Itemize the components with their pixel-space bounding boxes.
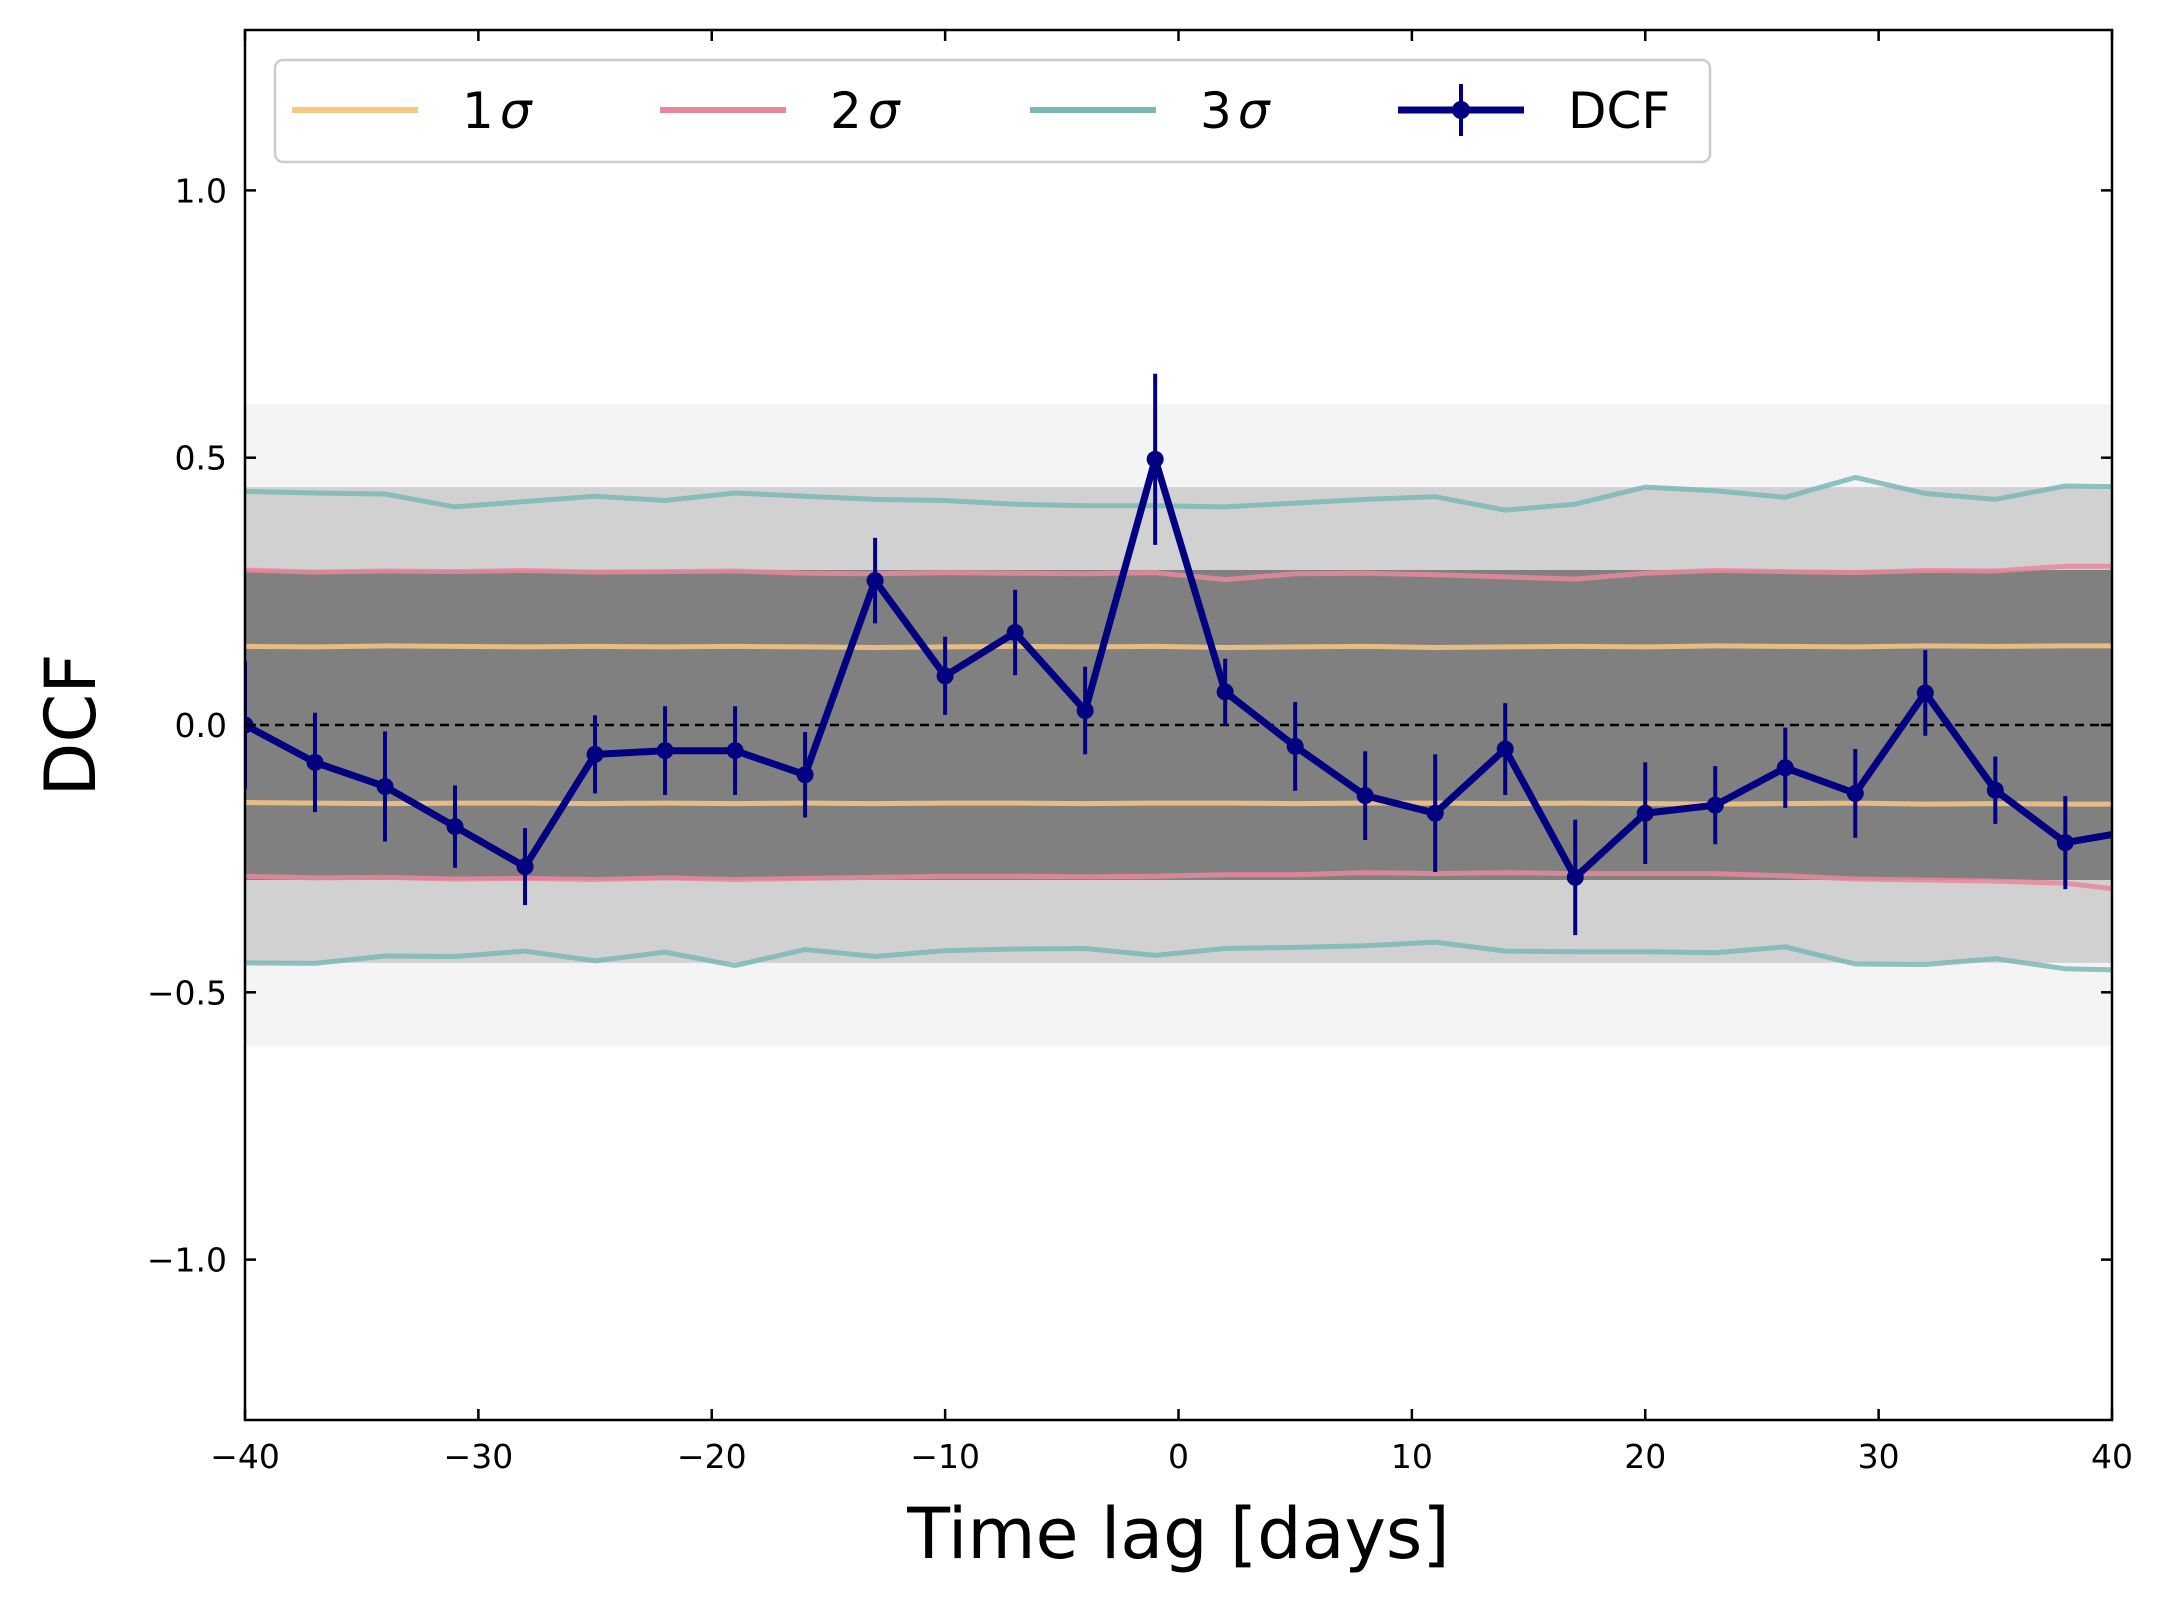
legend-box (273, 58, 1712, 164)
sigma-3-upper-line (245, 474, 2112, 513)
y-tick-label: −1.0 (147, 1241, 227, 1280)
dcf-point (1776, 759, 1794, 777)
x-tick-label: −40 (210, 1437, 280, 1476)
dcf-point (1636, 804, 1654, 822)
sigma-3-lower-line (245, 939, 2112, 973)
dcf-point (936, 667, 954, 685)
dcf-point (1566, 868, 1584, 886)
dcf-point (2056, 834, 2074, 852)
legend-label-number: 3 (1200, 82, 1232, 140)
dcf-point (1006, 624, 1024, 642)
legend-label-sigma-symbol: σ (1238, 82, 1271, 140)
y-axis-label: DCF (30, 653, 112, 796)
dcf-point (306, 753, 324, 771)
x-tick-label: 40 (2091, 1437, 2133, 1476)
dcf-point (1146, 450, 1164, 468)
sigma-1-lower-line (245, 800, 2112, 807)
legend-label-number: 1 (462, 82, 494, 140)
dcf-point (1076, 702, 1094, 720)
legend: 1 σ 2 σ 3 σ DCF (273, 58, 1712, 164)
dcf-point (1496, 740, 1514, 758)
dcf-point (1216, 683, 1234, 701)
dcf-point (1986, 781, 2004, 799)
x-tick-label: −10 (910, 1437, 980, 1476)
y-tick-label: 1.0 (175, 171, 227, 210)
x-tick-label: −20 (677, 1437, 747, 1476)
x-tick-label: −30 (444, 1437, 514, 1476)
y-tick-label: −0.5 (147, 973, 227, 1012)
dcf-point (516, 858, 534, 876)
y-tick-label: 0.5 (175, 439, 227, 478)
legend-label-number: 2 (830, 82, 862, 140)
dcf-series (245, 373, 2112, 936)
significance-levels (245, 474, 2112, 973)
dcf-point (1426, 804, 1444, 822)
dcf-point (376, 777, 394, 795)
legend-label-sigma-symbol: σ (868, 82, 901, 140)
x-tick-label: 20 (1624, 1437, 1666, 1476)
dcf-point (1356, 787, 1374, 805)
x-axis-label: Time lag [days] (906, 1493, 1449, 1575)
x-tick-label: 0 (1168, 1437, 1189, 1476)
x-axis-ticks: −40 −30 −20 −10 0 10 20 30 40 (210, 30, 2133, 1476)
legend-swatch-dcf-marker (1452, 101, 1470, 119)
dcf-point (446, 818, 464, 836)
legend-label-sigma-symbol: σ (500, 82, 533, 140)
sigma-1-upper-line (245, 643, 2112, 651)
x-tick-label: 30 (1858, 1437, 1900, 1476)
dcf-point (656, 742, 674, 760)
dcf-point (866, 572, 884, 590)
dcf-point (586, 745, 604, 763)
sigma-2-lower-line (245, 870, 2112, 892)
dcf-point (1846, 784, 1864, 802)
dcf-point (796, 766, 814, 784)
dcf-point (726, 742, 744, 760)
y-axis-ticks: −1.0 −0.5 0.0 0.5 1.0 (147, 171, 2112, 1280)
dcf-line (245, 455, 2112, 881)
dcf-point (1706, 796, 1724, 814)
dcf-point (1916, 684, 1934, 702)
x-tick-label: 10 (1391, 1437, 1433, 1476)
dcf-point (1286, 737, 1304, 755)
legend-label-dcf: DCF (1568, 82, 1670, 140)
y-tick-label: 0.0 (175, 706, 227, 745)
